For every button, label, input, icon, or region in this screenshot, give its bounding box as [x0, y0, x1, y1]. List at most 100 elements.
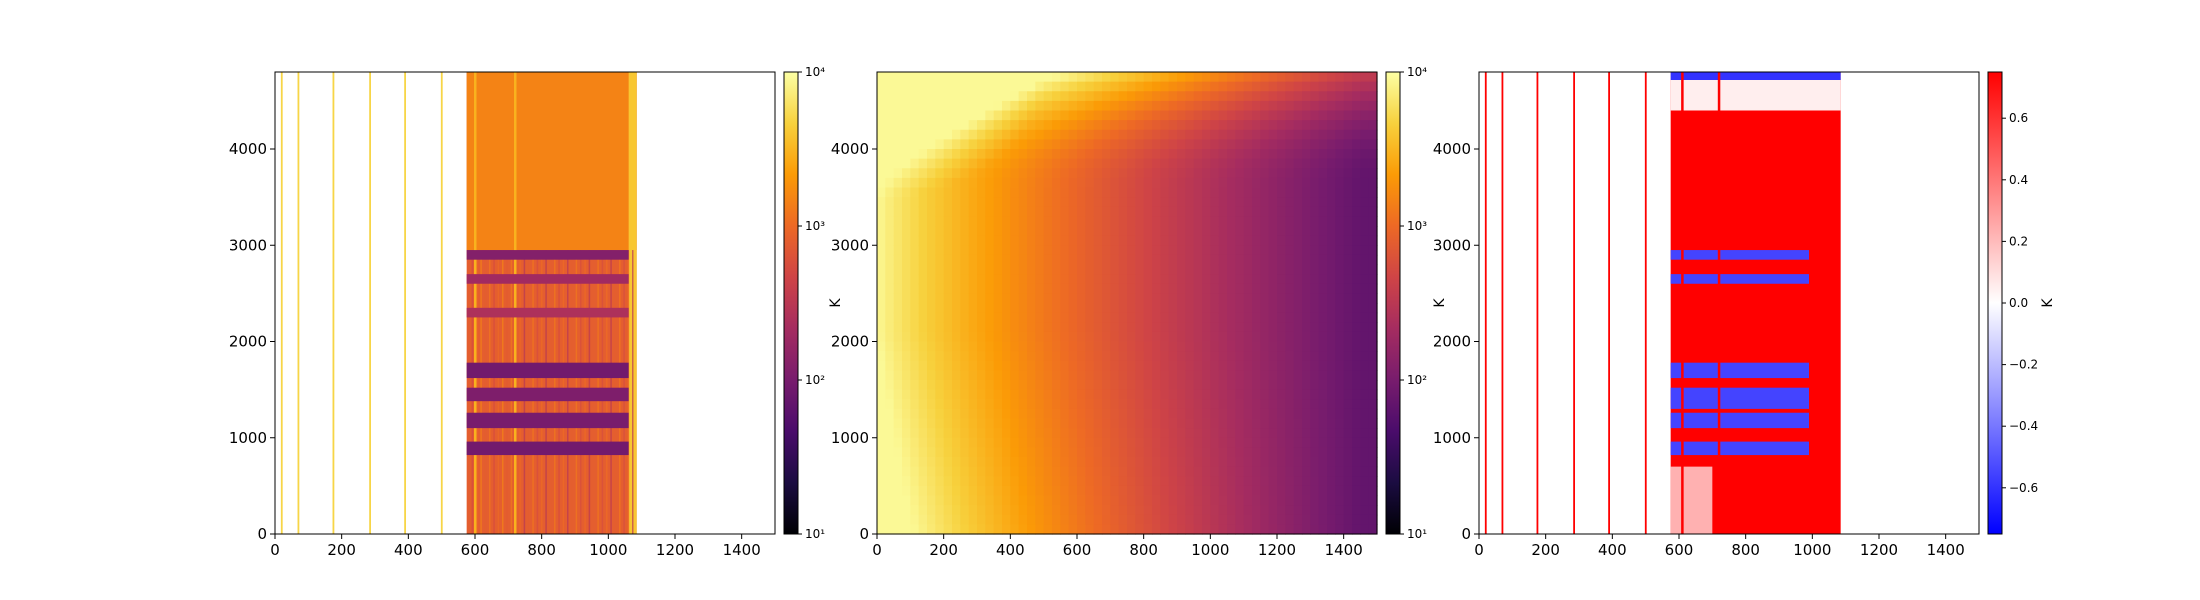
model-cell: [1068, 72, 1078, 83]
model-cell: [943, 437, 953, 448]
model-cell: [1118, 235, 1128, 246]
model-cell: [1077, 216, 1086, 227]
model-cell: [1135, 264, 1145, 275]
model-cell: [1085, 245, 1095, 256]
model-cell: [1210, 457, 1220, 468]
model-cell: [1177, 177, 1186, 189]
model-cell: [1010, 168, 1020, 179]
model-cell: [1252, 129, 1261, 140]
model-cell: [1268, 322, 1278, 333]
model-cell: [1002, 485, 1011, 497]
model-cell: [893, 466, 903, 477]
model-cell: [918, 274, 928, 285]
model-cell: [1018, 351, 1028, 362]
model-cell: [910, 187, 920, 198]
model-cell: [1360, 129, 1370, 140]
model-cell: [1093, 293, 1103, 304]
model-cell: [1077, 158, 1086, 169]
model-cell: [1243, 139, 1253, 150]
model-cell: [1360, 293, 1370, 304]
model-cell: [1352, 399, 1361, 410]
model-cell: [1193, 514, 1203, 525]
model-cell: [960, 418, 970, 429]
model-cell: [935, 293, 945, 304]
model-cell: [918, 283, 928, 294]
model-cell: [893, 341, 903, 352]
model-cell: [1143, 466, 1153, 477]
model-cell: [1177, 235, 1186, 246]
model-cell: [910, 254, 920, 266]
model-cell: [1177, 197, 1186, 208]
model-cell: [1360, 158, 1370, 169]
model-cell: [1310, 168, 1320, 179]
model-cell: [968, 216, 978, 227]
model-cell: [1268, 360, 1278, 371]
model-cell: [935, 283, 945, 294]
model-cell: [918, 168, 928, 179]
model-cell: [1160, 505, 1170, 516]
model-cell: [1118, 197, 1128, 208]
model-cell: [1260, 168, 1270, 179]
model-cell: [902, 322, 911, 333]
model-cell: [952, 197, 961, 208]
model-cell: [1127, 216, 1136, 227]
model-cell: [1177, 283, 1186, 294]
model-cell: [1177, 206, 1186, 217]
model-cell: [1185, 303, 1195, 314]
x-tick-label: 1200: [1258, 541, 1296, 559]
model-cell: [1193, 139, 1203, 150]
model-cell: [1243, 322, 1253, 333]
model-cell: [1127, 226, 1136, 237]
model-cell: [1018, 476, 1028, 487]
model-cell: [1302, 197, 1311, 208]
model-cell: [960, 274, 970, 285]
model-cell: [960, 216, 970, 227]
model-cell: [1135, 457, 1145, 468]
model-cell: [1310, 187, 1320, 198]
model-cell: [877, 476, 886, 487]
model-cell: [1168, 457, 1178, 468]
model-cell: [1218, 158, 1228, 169]
model-cell: [1177, 312, 1186, 323]
model-cell: [1093, 495, 1103, 506]
model-cell: [1327, 389, 1336, 400]
model-cell: [1335, 476, 1345, 487]
colorbar-tick-label: 10⁴: [805, 65, 825, 79]
model-cell: [1118, 437, 1128, 448]
model-cell: [885, 495, 895, 506]
model-cell: [1118, 466, 1128, 477]
model-cell: [1043, 331, 1053, 343]
model-cell: [1118, 524, 1128, 535]
model-cell: [1260, 226, 1270, 237]
model-cell: [1327, 312, 1336, 323]
model-cell: [1368, 120, 1378, 131]
model-cell: [1052, 370, 1061, 381]
model-cell: [1335, 293, 1345, 304]
model-cell: [935, 274, 945, 285]
model-cell: [1318, 100, 1328, 112]
model-cell: [1368, 216, 1378, 227]
model-cell: [1093, 380, 1103, 391]
model-cell: [893, 245, 903, 256]
model-cell: [1027, 485, 1036, 497]
model-cell: [1302, 399, 1311, 410]
model-cell: [1110, 226, 1120, 237]
model-cell: [1235, 293, 1245, 304]
model-cell: [1018, 514, 1028, 525]
model-cell: [1093, 360, 1103, 371]
model-cell: [918, 100, 928, 112]
model-cell: [1102, 370, 1111, 381]
model-cell: [1068, 177, 1078, 189]
model-cell: [893, 81, 903, 92]
model-cell: [1077, 283, 1086, 294]
model-cell: [1252, 466, 1261, 477]
model-cell: [902, 254, 911, 266]
model-cell: [1102, 177, 1111, 189]
model-cell: [1310, 447, 1320, 458]
x-tick-label: 600: [1063, 541, 1092, 559]
model-cell: [1227, 437, 1236, 448]
model-cell: [1343, 283, 1353, 294]
model-cell: [1085, 264, 1095, 275]
model-cell: [1168, 226, 1178, 237]
model-cell: [1318, 322, 1328, 333]
